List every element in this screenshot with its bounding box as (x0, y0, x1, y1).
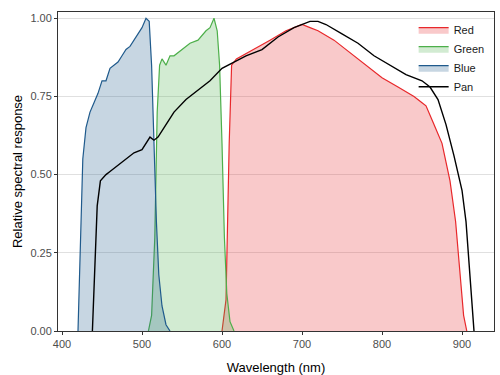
svg-text:0.75: 0.75 (30, 90, 51, 102)
svg-text:500: 500 (133, 338, 151, 350)
svg-text:1.00: 1.00 (30, 12, 51, 24)
svg-text:0.00: 0.00 (30, 325, 51, 337)
svg-text:0.50: 0.50 (30, 168, 51, 180)
svg-text:600: 600 (213, 338, 231, 350)
svg-text:Wavelength (nm): Wavelength (nm) (227, 360, 326, 375)
svg-text:Pan: Pan (454, 81, 474, 93)
svg-text:900: 900 (453, 338, 471, 350)
svg-text:Relative spectral response: Relative spectral response (10, 95, 25, 248)
svg-text:400: 400 (53, 338, 71, 350)
svg-text:Red: Red (454, 24, 474, 36)
svg-text:Green: Green (454, 43, 485, 55)
svg-text:700: 700 (293, 338, 311, 350)
svg-text:Blue: Blue (454, 62, 476, 74)
svg-text:800: 800 (373, 338, 391, 350)
svg-text:0.25: 0.25 (30, 247, 51, 259)
